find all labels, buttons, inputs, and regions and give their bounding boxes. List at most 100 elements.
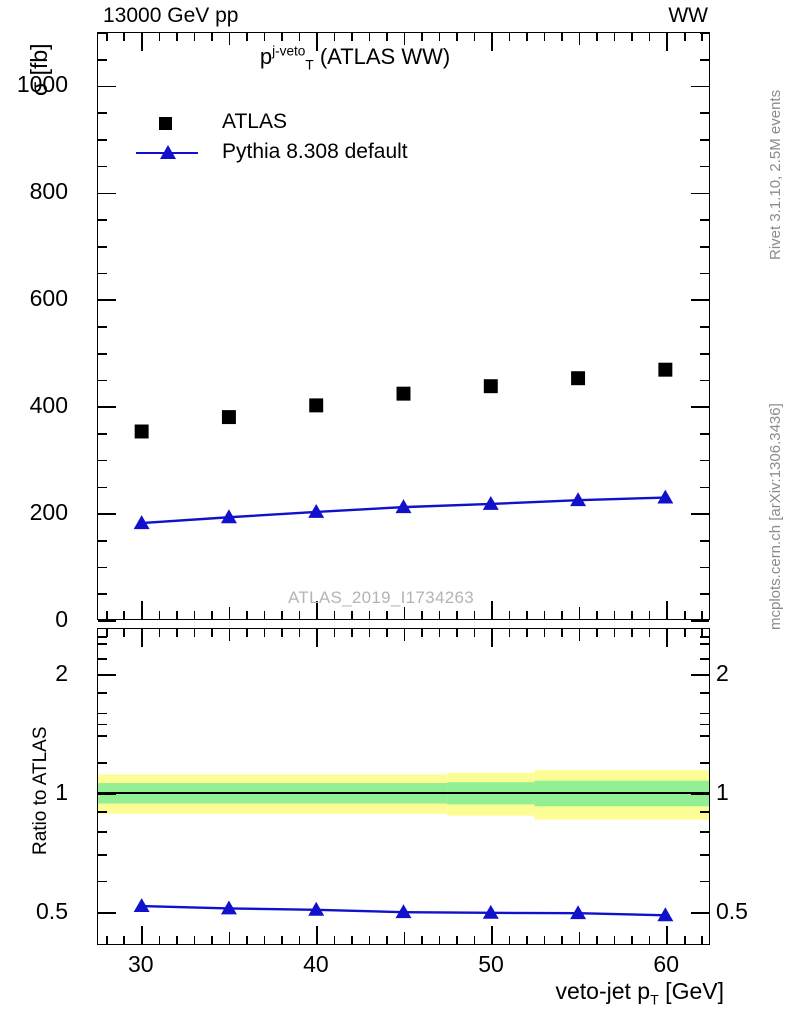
axis-tick xyxy=(438,33,441,41)
axis-tick xyxy=(176,611,178,619)
axis-tick xyxy=(473,611,476,619)
axis-tick xyxy=(526,611,528,619)
axis-tick xyxy=(438,936,441,944)
axis-tick xyxy=(228,33,231,45)
axis-tick xyxy=(700,165,709,168)
axis-tick xyxy=(98,593,107,596)
axis-tick xyxy=(333,611,336,619)
axis-tick xyxy=(386,629,388,637)
x-tick-label: 40 xyxy=(303,951,329,977)
axis-tick xyxy=(98,692,107,694)
data-point-square xyxy=(134,424,149,439)
ratio-y-tick-label-left: 0.5 xyxy=(36,897,68,924)
axis-tick xyxy=(98,219,107,221)
axis-tick xyxy=(98,352,107,355)
axis-tick xyxy=(613,33,616,41)
axis-tick xyxy=(578,629,581,641)
axis-tick xyxy=(666,629,668,647)
axis-tick xyxy=(561,611,563,619)
ratio-plot-area xyxy=(98,629,709,944)
axis-tick xyxy=(98,139,107,141)
axis-tick xyxy=(456,611,458,619)
axis-tick xyxy=(368,611,371,619)
axis-tick xyxy=(98,566,107,569)
axis-tick xyxy=(648,936,651,944)
axis-tick xyxy=(316,601,318,619)
axis-tick xyxy=(351,33,353,41)
axis-tick xyxy=(543,629,546,637)
axis-tick xyxy=(98,712,107,715)
data-point-triangle xyxy=(220,509,237,524)
axis-tick xyxy=(98,112,107,114)
x-axis-title-variable: veto-jet p xyxy=(555,978,651,1004)
data-point-square xyxy=(309,398,324,413)
axis-tick xyxy=(456,33,458,41)
axis-tick xyxy=(298,936,301,944)
axis-tick xyxy=(228,607,231,619)
axis-tick xyxy=(691,674,709,676)
axis-tick xyxy=(211,33,213,41)
axis-tick xyxy=(543,611,546,619)
axis-tick xyxy=(700,761,709,764)
axis-tick xyxy=(351,936,353,944)
axis-tick xyxy=(368,936,371,944)
ratio-y-tick-label-right: 1 xyxy=(716,779,729,805)
axis-tick xyxy=(246,611,248,619)
axis-tick xyxy=(98,735,107,738)
axis-tick xyxy=(631,629,633,637)
main-y-tick-label: 0 xyxy=(55,606,68,632)
axis-tick xyxy=(98,379,107,382)
ratio-point-triangle xyxy=(308,901,325,916)
axis-tick xyxy=(491,629,493,647)
axis-tick xyxy=(456,936,458,944)
axis-tick xyxy=(701,611,704,619)
ratio-point-triangle xyxy=(482,904,499,919)
axis-tick xyxy=(316,33,318,51)
axis-tick xyxy=(700,112,709,114)
axis-tick xyxy=(683,629,686,637)
main-y-tick-label: 400 xyxy=(29,392,68,419)
axis-tick xyxy=(508,629,511,637)
axis-tick xyxy=(701,33,704,41)
axis-tick xyxy=(193,629,196,637)
axis-tick xyxy=(613,611,616,619)
axis-tick xyxy=(683,611,686,619)
axis-tick xyxy=(700,139,709,141)
main-series-overlay xyxy=(133,362,674,530)
axis-tick xyxy=(691,299,709,302)
axis-tick xyxy=(140,926,143,944)
axis-tick xyxy=(140,601,143,619)
axis-tick xyxy=(98,85,116,88)
axis-tick xyxy=(691,192,709,195)
axis-tick xyxy=(98,459,107,462)
axis-tick xyxy=(140,33,143,51)
axis-tick xyxy=(158,936,161,944)
axis-tick xyxy=(700,459,709,462)
axis-tick xyxy=(193,936,196,944)
axis-tick xyxy=(98,406,116,408)
axis-tick xyxy=(403,932,406,944)
axis-tick xyxy=(578,33,581,45)
main-plot-area xyxy=(98,33,709,619)
axis-tick xyxy=(140,629,143,647)
axis-tick xyxy=(691,620,709,622)
axis-tick xyxy=(263,629,266,637)
axis-tick xyxy=(691,912,709,914)
axis-tick xyxy=(246,629,248,637)
axis-tick xyxy=(578,932,581,944)
axis-tick xyxy=(473,33,476,41)
axis-tick xyxy=(596,33,598,41)
axis-tick xyxy=(281,629,283,637)
axis-tick xyxy=(700,735,709,738)
axis-tick xyxy=(561,629,563,637)
axis-tick xyxy=(561,33,563,41)
ratio-point-triangle xyxy=(570,905,587,920)
axis-tick xyxy=(700,723,709,726)
triangle-marker-icon xyxy=(160,145,176,159)
axis-tick xyxy=(526,33,528,41)
axis-tick xyxy=(368,629,371,637)
axis-tick xyxy=(700,811,709,813)
axis-tick xyxy=(613,629,616,637)
axis-tick xyxy=(683,936,686,944)
legend-label-pythia: Pythia 8.308 default xyxy=(222,140,408,163)
